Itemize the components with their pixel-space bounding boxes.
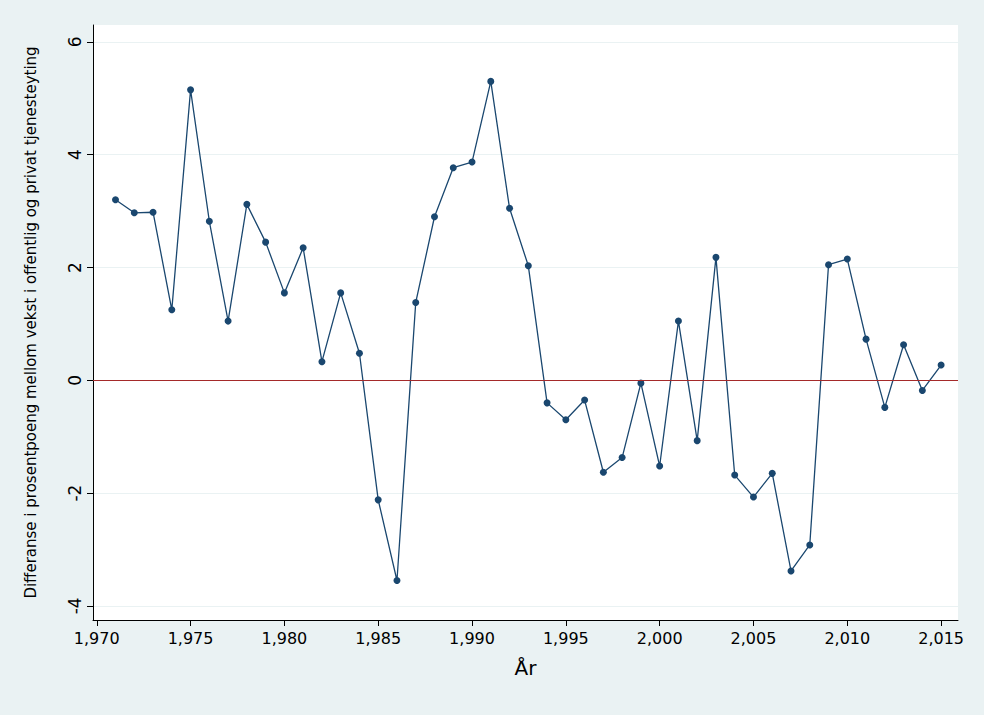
svg-text:År: År (515, 656, 538, 680)
svg-text:0: 0 (65, 375, 85, 386)
svg-text:6: 6 (65, 37, 85, 48)
svg-text:1,985: 1,985 (355, 629, 401, 648)
svg-text:-2: -2 (65, 485, 85, 502)
svg-text:4: 4 (65, 149, 85, 160)
svg-text:Differanse i prosentpoeng mell: Differanse i prosentpoeng mellom vekst i… (22, 46, 40, 598)
svg-text:1,990: 1,990 (449, 629, 495, 648)
svg-text:1,995: 1,995 (543, 629, 589, 648)
svg-text:1,975: 1,975 (168, 629, 214, 648)
svg-text:2: 2 (65, 262, 85, 273)
svg-text:2,015: 2,015 (918, 629, 964, 648)
svg-text:1,980: 1,980 (261, 629, 307, 648)
svg-text:2,000: 2,000 (637, 629, 683, 648)
svg-text:1,970: 1,970 (74, 629, 120, 648)
svg-text:2,010: 2,010 (824, 629, 870, 648)
svg-text:2,005: 2,005 (731, 629, 777, 648)
svg-text:-4: -4 (65, 597, 85, 614)
